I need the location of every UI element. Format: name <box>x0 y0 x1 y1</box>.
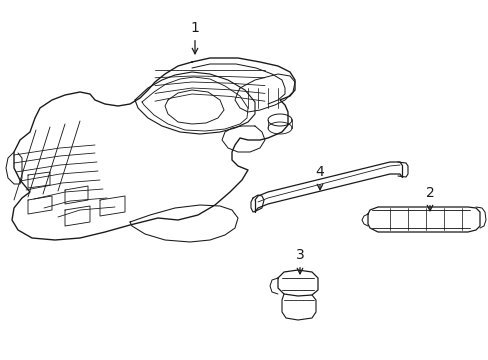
Text: 2: 2 <box>425 186 433 211</box>
Text: 4: 4 <box>315 165 324 190</box>
Text: 1: 1 <box>190 21 199 54</box>
Text: 3: 3 <box>295 248 304 274</box>
